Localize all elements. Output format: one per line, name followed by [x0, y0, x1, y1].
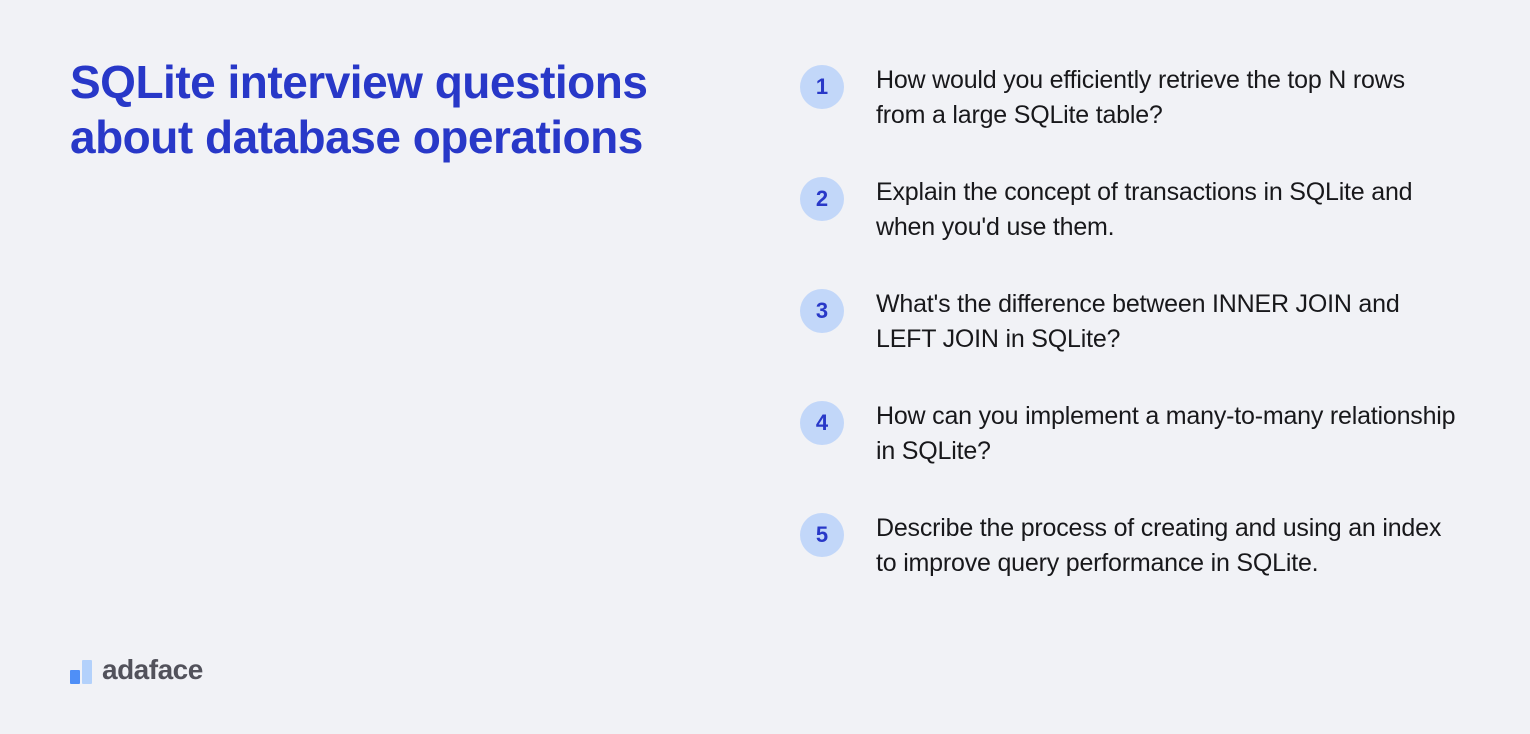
slide-container: SQLite interview questions about databas…: [0, 0, 1530, 581]
number-badge: 2: [800, 177, 844, 221]
list-item: 3 What's the difference between INNER JO…: [800, 287, 1460, 357]
question-text: Describe the process of creating and usi…: [876, 511, 1460, 581]
logo-bar: [82, 660, 92, 684]
logo-bar: [70, 670, 80, 684]
number-badge: 3: [800, 289, 844, 333]
question-list: 1 How would you efficiently retrieve the…: [800, 63, 1460, 581]
number-badge: 5: [800, 513, 844, 557]
list-item: 4 How can you implement a many-to-many r…: [800, 399, 1460, 469]
number-badge: 1: [800, 65, 844, 109]
question-text: Explain the concept of transactions in S…: [876, 175, 1460, 245]
question-text: How can you implement a many-to-many rel…: [876, 399, 1460, 469]
right-column: 1 How would you efficiently retrieve the…: [800, 55, 1460, 581]
question-text: What's the difference between INNER JOIN…: [876, 287, 1460, 357]
left-column: SQLite interview questions about databas…: [70, 55, 740, 581]
list-item: 5 Describe the process of creating and u…: [800, 511, 1460, 581]
logo-text: adaface: [102, 656, 203, 684]
logo: adaface: [70, 656, 203, 684]
list-item: 1 How would you efficiently retrieve the…: [800, 63, 1460, 133]
list-item: 2 Explain the concept of transactions in…: [800, 175, 1460, 245]
page-title: SQLite interview questions about databas…: [70, 55, 740, 165]
logo-bars-icon: [70, 660, 92, 684]
question-text: How would you efficiently retrieve the t…: [876, 63, 1460, 133]
number-badge: 4: [800, 401, 844, 445]
